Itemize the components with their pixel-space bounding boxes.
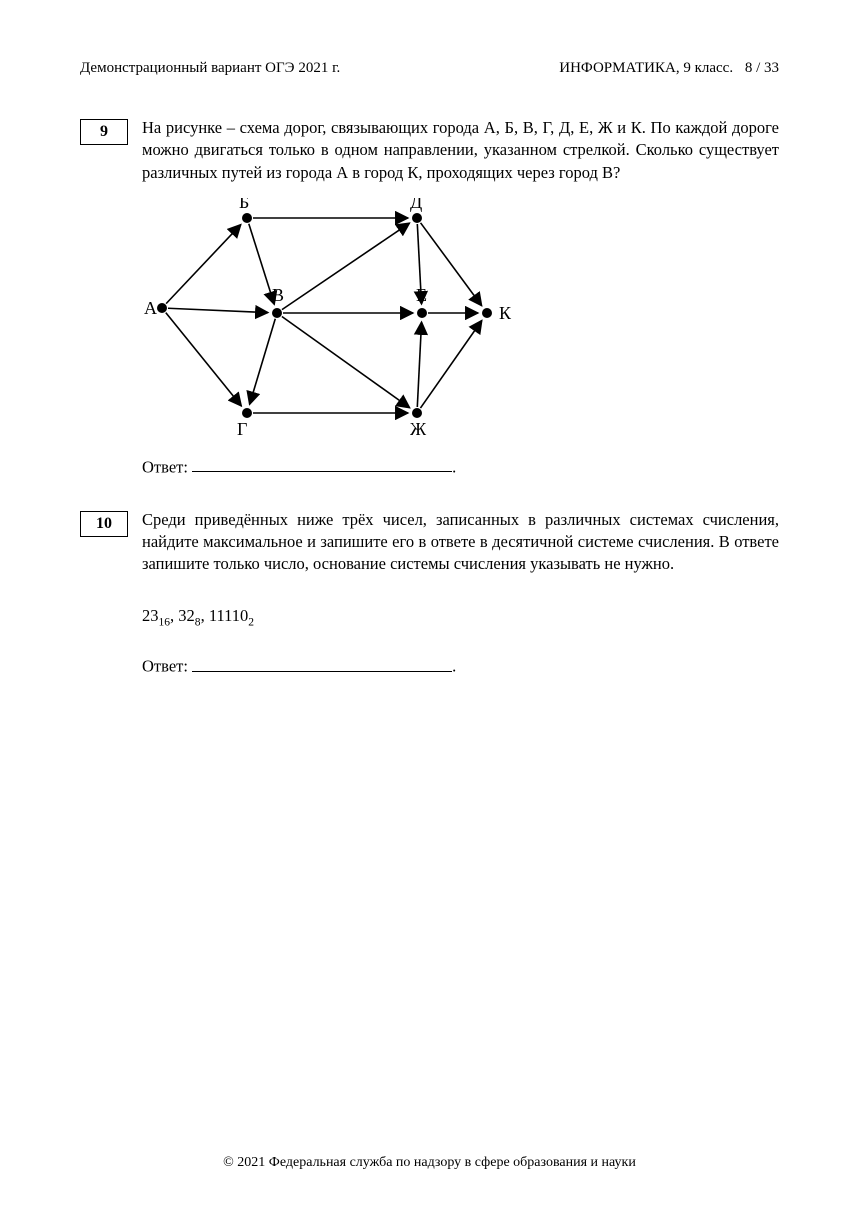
graph-edge bbox=[166, 312, 242, 405]
question-text: На рисунке – схема дорог, связывающих го… bbox=[142, 117, 779, 184]
answer-label: Ответ: bbox=[142, 657, 188, 676]
graph-node-label: Б bbox=[239, 198, 249, 212]
graph-node bbox=[482, 308, 492, 318]
problem-9: 9 На рисунке – схема дорог, связывающих … bbox=[80, 117, 779, 479]
graph-node-label: В bbox=[272, 285, 284, 305]
header-right: ИНФОРМАТИКА, 9 класс. 8 / 33 bbox=[551, 60, 779, 77]
answer-label: Ответ: bbox=[142, 457, 188, 476]
number-list: 2316, 328, 111102 bbox=[142, 605, 779, 631]
graph-edge bbox=[282, 223, 410, 310]
graph-edge bbox=[282, 316, 410, 407]
graph-node-label: Д bbox=[410, 198, 422, 212]
graph-edge bbox=[250, 319, 276, 405]
exam-page: Демонстрационный вариант ОГЭ 2021 г. ИНФ… bbox=[0, 0, 859, 1211]
header-subject: ИНФОРМАТИКА, 9 класс. bbox=[559, 60, 733, 76]
answer-blank bbox=[192, 456, 452, 473]
graph-node bbox=[412, 213, 422, 223]
problem-10: 10 Среди приведённых ниже трёх чисел, за… bbox=[80, 509, 779, 678]
question-number-box: 10 bbox=[80, 511, 128, 537]
answer-period: . bbox=[452, 457, 456, 476]
question-body: Среди приведённых ниже трёх чисел, запис… bbox=[142, 509, 779, 678]
header-left: Демонстрационный вариант ОГЭ 2021 г. bbox=[80, 60, 340, 77]
graph-edge bbox=[421, 223, 482, 306]
graph-node-label: Ж bbox=[410, 419, 427, 438]
graph-edge bbox=[417, 322, 421, 407]
question-body: На рисунке – схема дорог, связывающих го… bbox=[142, 117, 779, 479]
graph-node bbox=[412, 408, 422, 418]
question-text: Среди приведённых ниже трёх чисел, запис… bbox=[142, 509, 779, 576]
answer-line: Ответ: . bbox=[142, 456, 779, 479]
graph-edge bbox=[166, 224, 241, 303]
graph-node-label: К bbox=[499, 303, 512, 323]
graph-node bbox=[272, 308, 282, 318]
graph-edge bbox=[168, 308, 268, 312]
page-header: Демонстрационный вариант ОГЭ 2021 г. ИНФ… bbox=[80, 60, 779, 77]
page-footer: © 2021 Федеральная служба по надзору в с… bbox=[0, 1155, 859, 1171]
graph-node bbox=[157, 303, 167, 313]
answer-line: Ответ: . bbox=[142, 655, 779, 678]
graph-node-label: Е bbox=[416, 285, 427, 305]
road-graph: А Б В Г Д Е Ж К bbox=[142, 198, 779, 438]
answer-period: . bbox=[452, 657, 456, 676]
question-number-box: 9 bbox=[80, 119, 128, 145]
graph-node-label: А bbox=[144, 298, 157, 318]
header-page-number: 8 / 33 bbox=[745, 60, 779, 76]
graph-node-label: Г bbox=[237, 419, 247, 438]
graph-node bbox=[242, 408, 252, 418]
graph-node bbox=[242, 213, 252, 223]
graph-node bbox=[417, 308, 427, 318]
graph-svg: А Б В Г Д Е Ж К bbox=[142, 198, 522, 438]
graph-edge bbox=[249, 224, 274, 305]
graph-edge bbox=[420, 320, 481, 408]
answer-blank bbox=[192, 655, 452, 672]
